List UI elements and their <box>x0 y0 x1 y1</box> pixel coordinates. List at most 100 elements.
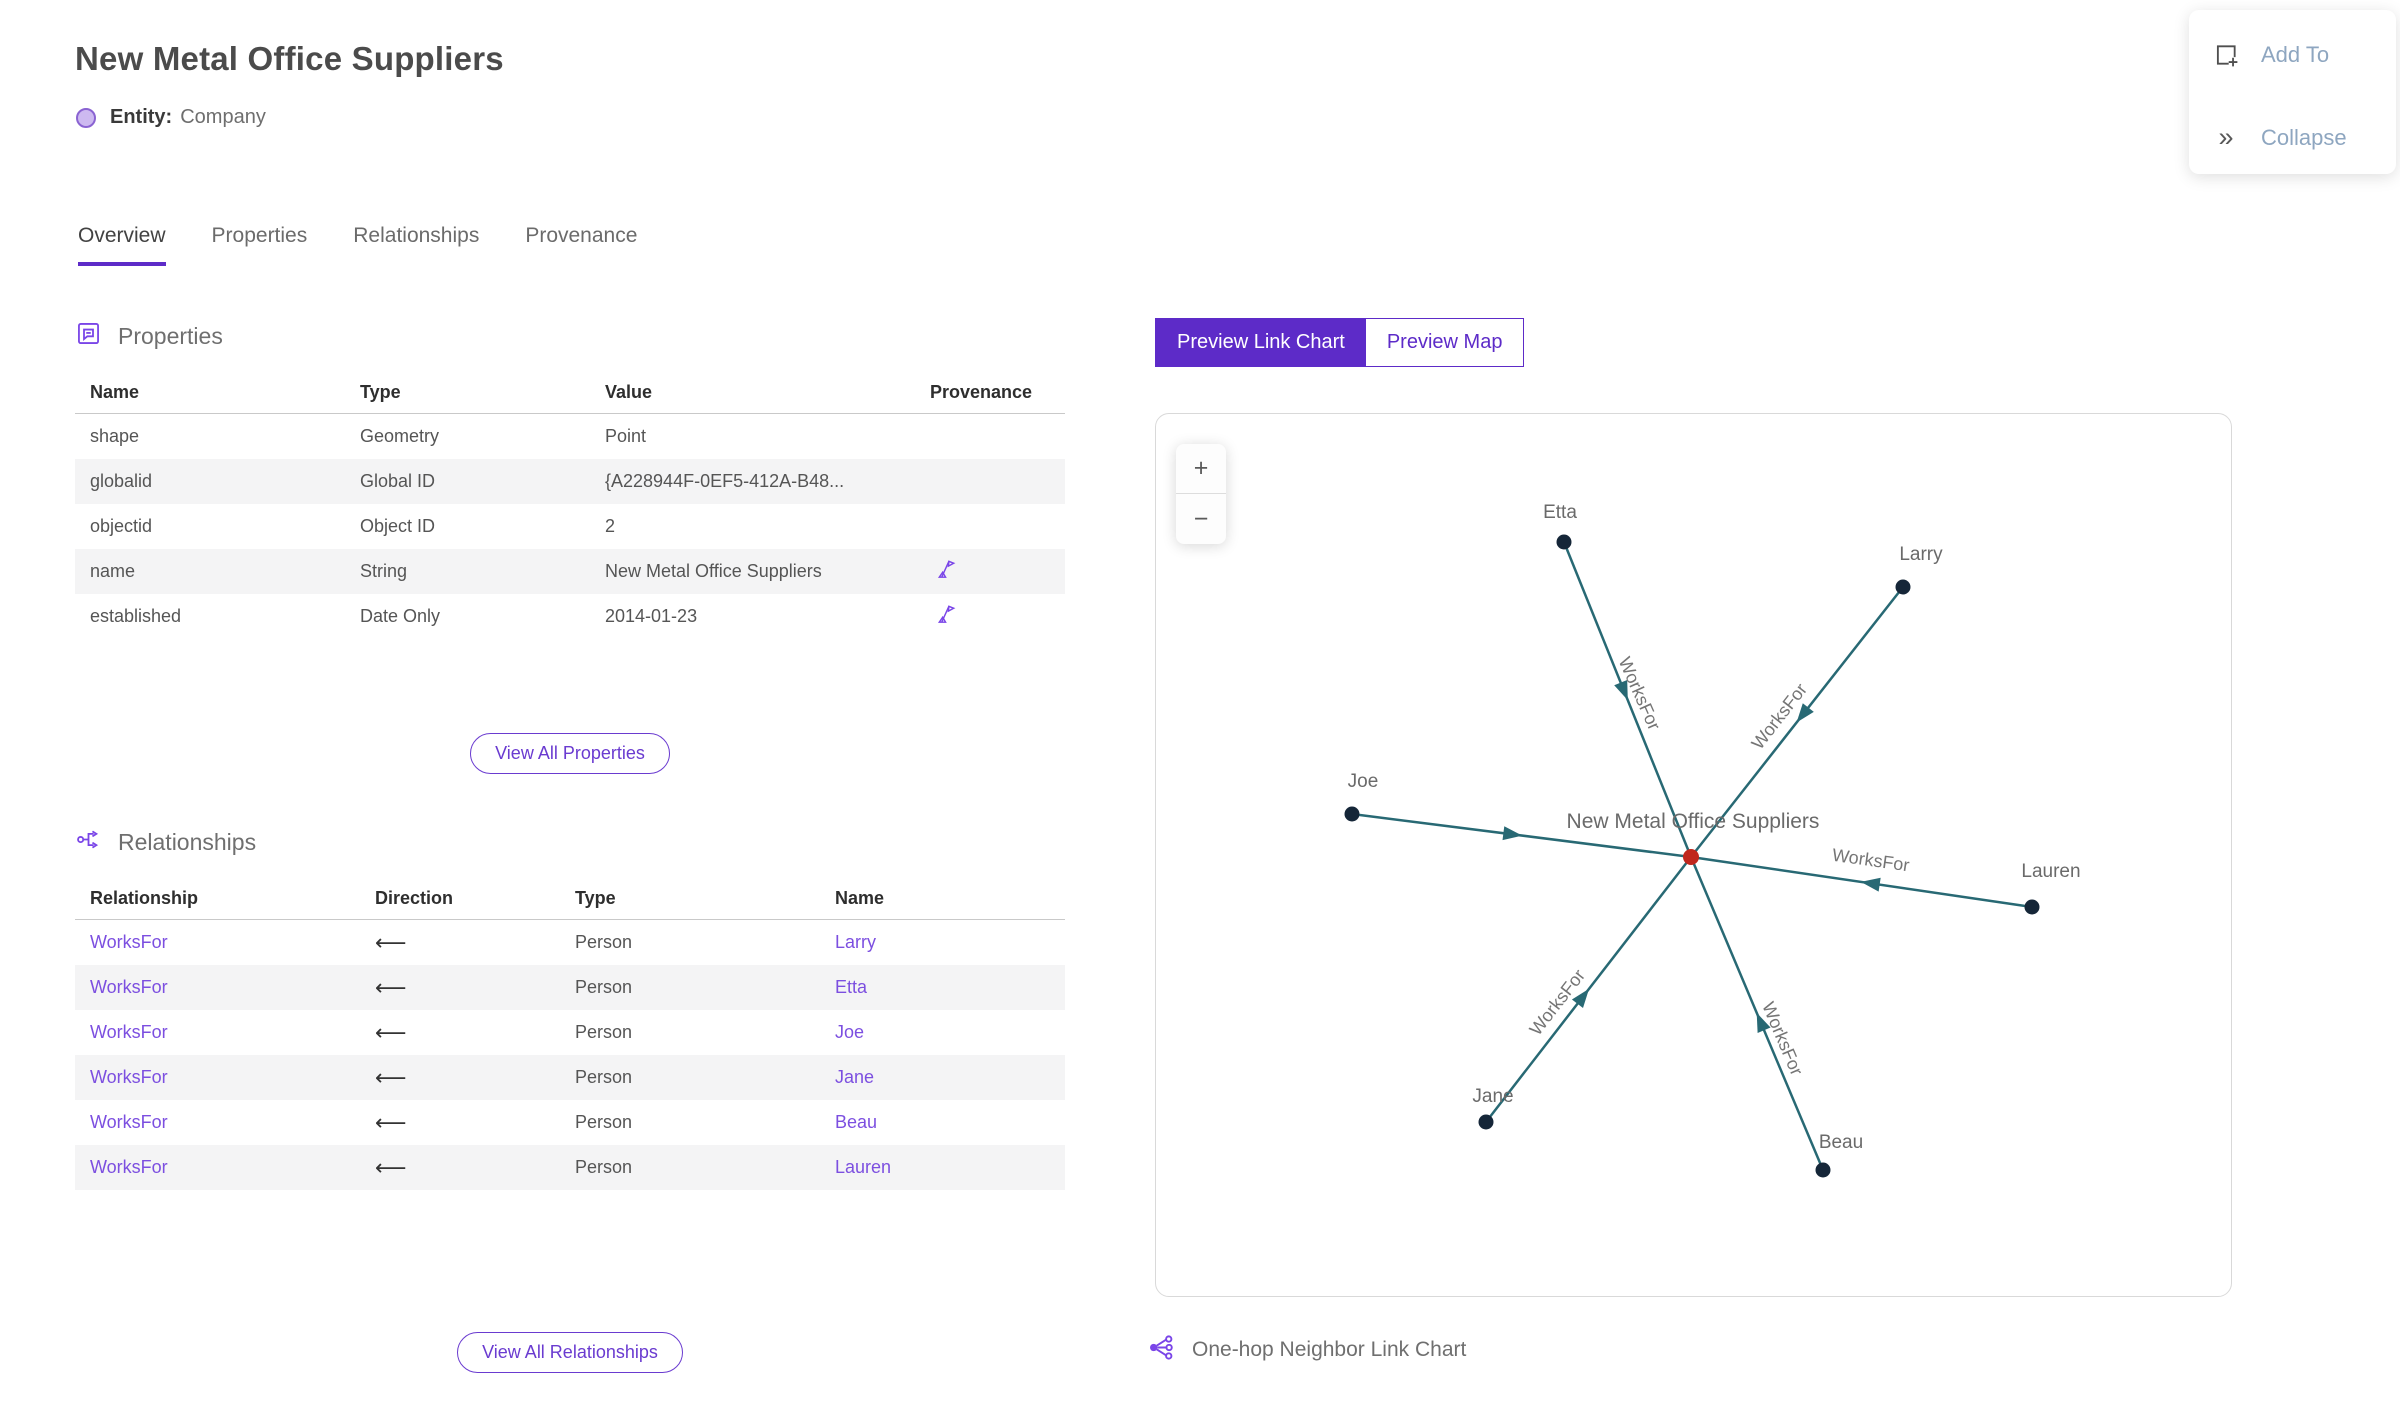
properties-table: Name Type Value Provenance shape Geometry Poi… <box>75 372 1065 639</box>
chart-caption-row: One-hop Neighbor Link Chart <box>1147 1333 1466 1367</box>
relationships-section-header: Relationships <box>75 826 256 858</box>
node-label-etta: Etta <box>1543 502 1577 523</box>
property-type: Global ID <box>360 471 436 491</box>
page-title: New Metal Office Suppliers <box>75 40 504 77</box>
related-entity-name-link[interactable]: Jane <box>835 1067 875 1087</box>
one-hop-link-chart-icon <box>1147 1333 1176 1367</box>
entity-type-dot-icon <box>76 107 96 128</box>
node-lauren[interactable] <box>2024 899 2040 915</box>
zoom-in-button[interactable]: + <box>1176 444 1226 494</box>
node-company[interactable] <box>1683 849 1699 865</box>
node-beau[interactable] <box>1815 1162 1831 1178</box>
direction-arrow: ⟵ <box>375 1109 407 1135</box>
property-value: 2 <box>605 516 616 536</box>
edge-arrowhead <box>1796 703 1814 723</box>
property-name: name <box>90 561 136 581</box>
edge-arrowhead <box>1571 988 1590 1009</box>
property-row-established: established Date Only 2014-01-23 <box>75 594 1065 639</box>
direction-arrow: ⟵ <box>375 1019 407 1045</box>
node-larry[interactable] <box>1895 579 1911 595</box>
direction-arrow: ⟵ <box>375 929 407 955</box>
relationships-table-header: Relationship Direction Type Name <box>75 878 1065 920</box>
segment-preview-map[interactable]: Preview Map <box>1365 319 1524 366</box>
node-joe[interactable] <box>1344 806 1360 822</box>
provenance-flag-icon[interactable] <box>915 558 1065 586</box>
view-all-properties-button[interactable]: View All Properties <box>470 733 670 774</box>
related-entity-name-link[interactable]: Lauren <box>835 1157 892 1177</box>
edge-arrowhead <box>1860 877 1881 892</box>
add-to-icon <box>2213 42 2239 68</box>
property-name: globalid <box>90 471 153 491</box>
zoom-control: + − <box>1176 444 1226 544</box>
property-row-name: name String New Metal Office Suppliers <box>75 549 1065 594</box>
node-label-larry: Larry <box>1899 544 1943 565</box>
related-entity-name-link[interactable]: Etta <box>835 977 868 997</box>
node-label-lauren: Lauren <box>2021 861 2080 882</box>
property-type: String <box>360 561 408 581</box>
entity-type-value: Company <box>180 106 266 128</box>
property-type: Object ID <box>360 516 436 536</box>
relationships-table: Relationship Direction Type Name WorksFor ⟵ P… <box>75 878 1065 1190</box>
related-entity-type: Person <box>575 1067 633 1087</box>
property-value: 2014-01-23 <box>605 606 698 626</box>
edge-arrowhead <box>1614 680 1628 701</box>
tab-bar: Overview Properties Relationships Provenanc… <box>78 224 637 266</box>
related-entity-type: Person <box>575 1112 633 1132</box>
direction-arrow: ⟵ <box>375 974 407 1000</box>
collapse-icon: » <box>2218 122 2234 152</box>
link-chart-panel: WorksFor WorksFor WorksFor WorksFor WorksFor… <box>1155 413 2232 1297</box>
column-header-direction: Direction <box>375 888 454 908</box>
relationship-type-link[interactable]: WorksFor <box>90 1022 168 1042</box>
actions-card: Add To » Collapse <box>2189 10 2396 174</box>
properties-section-title: Properties <box>118 322 223 349</box>
edge-arrowhead <box>1756 1012 1771 1033</box>
preview-toggle: Preview Link Chart Preview Map <box>1155 318 1525 367</box>
property-type: Geometry <box>360 426 440 446</box>
tab-overview[interactable]: Overview <box>78 224 166 266</box>
tab-relationships[interactable]: Relationships <box>353 224 480 247</box>
column-header-name: Name <box>835 888 885 908</box>
property-row-objectid: objectid Object ID 2 <box>75 504 1065 549</box>
column-header-type: Type <box>575 888 616 908</box>
related-entity-type: Person <box>575 977 633 997</box>
add-to-button[interactable]: Add To <box>2213 42 2329 68</box>
related-entity-name-link[interactable]: Larry <box>835 932 877 952</box>
property-name: shape <box>90 426 140 446</box>
provenance-flag-icon[interactable] <box>915 603 1065 631</box>
column-header-value: Value <box>605 382 653 402</box>
relationship-type-link[interactable]: WorksFor <box>90 1157 168 1177</box>
relationship-type-link[interactable]: WorksFor <box>90 977 168 997</box>
node-label-company: New Metal Office Suppliers <box>1567 810 1820 833</box>
tab-properties[interactable]: Properties <box>211 224 308 247</box>
direction-arrow: ⟵ <box>375 1154 407 1180</box>
relationship-type-link[interactable]: WorksFor <box>90 1112 168 1132</box>
property-value: Point <box>605 426 647 446</box>
zoom-out-button[interactable]: − <box>1176 494 1226 544</box>
relationship-row-joe: WorksFor ⟵ Person Joe <box>75 1010 1065 1055</box>
related-entity-name-link[interactable]: Joe <box>835 1022 865 1042</box>
node-jane[interactable] <box>1478 1114 1494 1130</box>
tab-provenance[interactable]: Provenance <box>525 224 638 247</box>
segment-preview-link-chart[interactable]: Preview Link Chart <box>1156 319 1366 366</box>
entity-label: Entity: <box>110 106 173 128</box>
node-label-joe: Joe <box>1348 771 1379 792</box>
relationship-type-link[interactable]: WorksFor <box>90 932 168 952</box>
chart-caption: One-hop Neighbor Link Chart <box>1192 1338 1467 1361</box>
related-entity-type: Person <box>575 1157 633 1177</box>
properties-icon <box>75 320 102 352</box>
view-all-relationships-button[interactable]: View All Relationships <box>457 1332 683 1373</box>
relationship-type-link[interactable]: WorksFor <box>90 1067 168 1087</box>
column-header-name: Name <box>90 382 140 402</box>
related-entity-name-link[interactable]: Beau <box>835 1112 878 1132</box>
column-header-relationship: Relationship <box>90 888 199 908</box>
collapse-button[interactable]: » Collapse <box>2213 122 2346 152</box>
node-label-beau: Beau <box>1819 1132 1863 1153</box>
related-entity-type: Person <box>575 932 633 952</box>
node-etta[interactable] <box>1556 534 1572 550</box>
direction-arrow: ⟵ <box>375 1064 407 1090</box>
relationships-icon <box>75 826 102 858</box>
relationship-row-lauren: WorksFor ⟵ Person Lauren <box>75 1145 1065 1190</box>
entity-row: Entity: Company <box>76 106 266 129</box>
